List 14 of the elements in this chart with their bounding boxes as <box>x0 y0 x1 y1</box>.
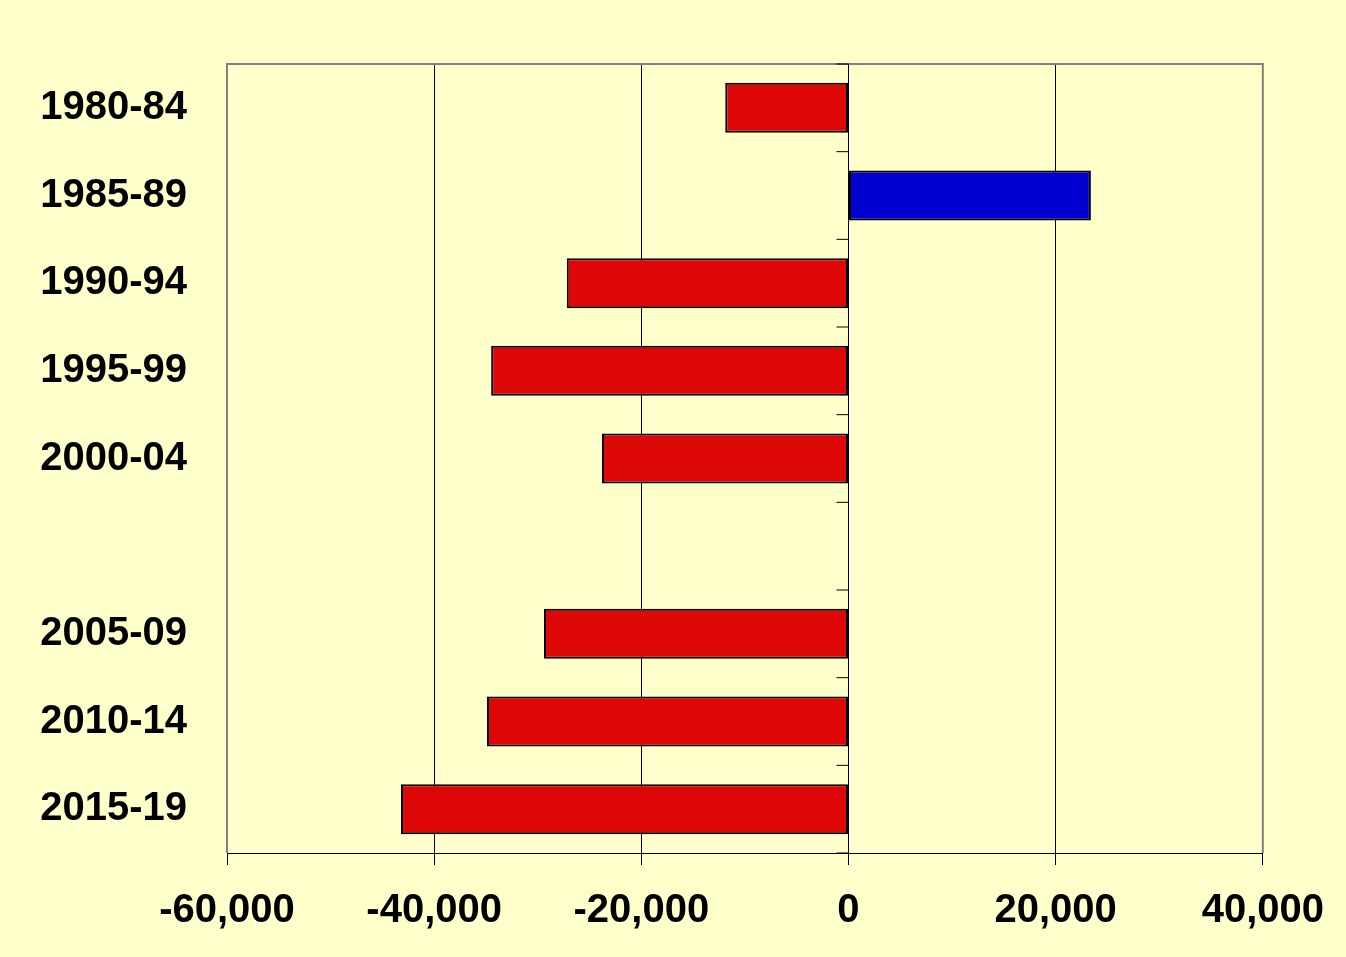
y-tick-label: 1980-84 <box>40 82 188 127</box>
x-tick-label: 0 <box>837 886 860 931</box>
y-tick-label: 2000-04 <box>40 433 188 478</box>
y-tick-label: 2010-14 <box>40 696 188 741</box>
x-tick-label: -20,000 <box>573 886 710 931</box>
y-tick-label: 2015-19 <box>40 784 187 829</box>
y-tick-label: 2005-09 <box>40 608 187 653</box>
x-tick-label: 20,000 <box>994 886 1117 931</box>
x-tick-label: -60,000 <box>159 886 295 931</box>
x-tick-label: -40,000 <box>366 886 502 931</box>
x-tick-label: 40,000 <box>1201 886 1324 931</box>
y-tick-label: 1995-99 <box>40 345 187 390</box>
y-tick-label: 1985-89 <box>40 170 187 215</box>
y-tick-label: 1990-94 <box>40 258 188 303</box>
